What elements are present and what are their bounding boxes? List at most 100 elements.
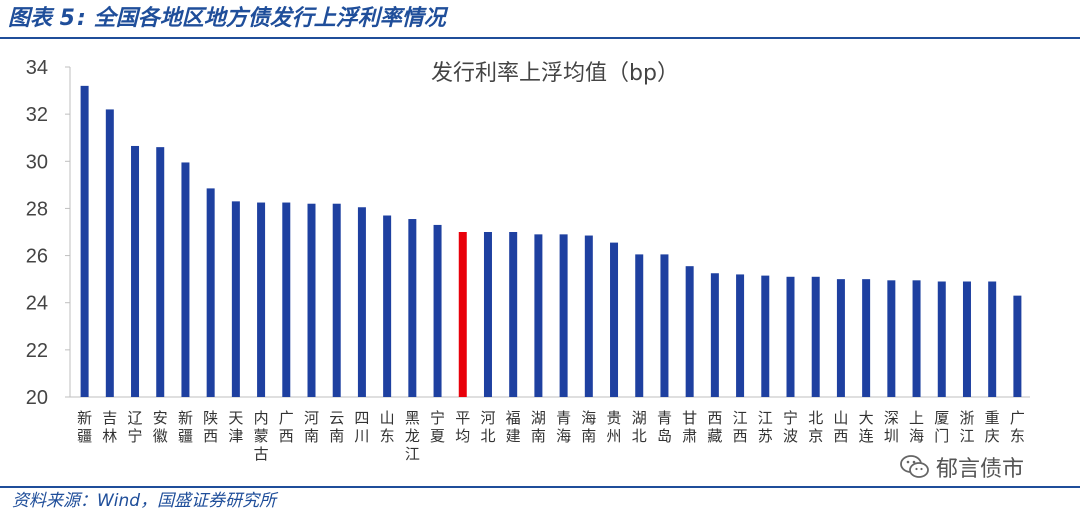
source-note: 资料来源：Wind，国盛证券研究所 [12,491,277,511]
x-tick-label: 建 [506,427,521,445]
x-tick-label: 南 [304,427,319,445]
y-tick-label: 30 [26,151,48,173]
x-tick-label: 西 [203,427,218,445]
x-tick-label: 岛 [657,427,672,445]
x-tick-label: 苏 [758,427,773,445]
x-tick-label: 徽 [153,427,168,445]
x-tick-label: 南 [581,427,596,445]
x-tick-label: 青 [657,409,672,427]
x-tick-label: 西 [733,427,748,445]
x-tick-label: 门 [934,427,949,445]
bar [1013,295,1022,397]
x-tick-label: 宁 [783,409,798,427]
bar [610,242,619,397]
bar [282,202,291,397]
bar [862,279,871,397]
x-tick-label: 南 [329,427,344,445]
x-tick-label: 厦 [934,409,949,427]
bar [660,254,669,397]
x-tick-label: 新 [178,409,193,427]
x-tick-label: 甘 [682,409,697,427]
y-tick-label: 26 [26,246,48,268]
x-tick-label: 海 [581,409,596,427]
wechat-icon [900,455,929,478]
x-tick-label: 北 [632,427,647,445]
x-tick-label: 深 [884,409,899,427]
bar [483,232,492,397]
x-tick-label: 州 [607,427,622,445]
bar [635,254,644,397]
figure-label-separator: : [76,6,86,31]
bar [811,276,820,397]
bar [937,281,946,397]
bar [383,215,392,397]
bar [836,279,845,397]
x-tick-label: 西 [279,427,294,445]
bar [710,273,719,397]
x-tick-label: 波 [783,427,798,445]
bar [962,281,971,397]
x-tick-label: 北 [480,427,495,445]
watermark-text: 郁言债市 [936,457,1025,482]
x-tick-label: 四 [354,409,369,427]
bar [357,207,366,397]
figure-title-text: 全国各地区地方债发行上浮利率情况 [93,6,446,31]
bar [534,234,543,397]
bar [584,235,593,397]
bar [736,274,745,397]
x-tick-label: 龙 [405,427,420,445]
x-tick-label: 广 [279,409,294,427]
x-tick-label: 东 [1010,427,1025,445]
bar [105,109,114,397]
x-tick-label: 湖 [531,409,546,427]
x-tick-label: 疆 [178,427,193,445]
x-tick-label: 云 [329,409,344,427]
x-tick-label: 宁 [128,427,143,445]
bar [80,85,89,397]
chart-title: 发行利率上浮均值（bp） [431,61,679,86]
x-tick-label: 林 [102,427,117,445]
x-tick-label: 浙 [959,409,974,427]
x-tick-label: 海 [556,427,571,445]
x-tick-label: 西 [707,409,722,427]
x-tick-label: 宁 [430,409,445,427]
x-tick-label: 山 [833,409,848,427]
x-tick-label: 平 [455,409,470,427]
bar [761,275,770,397]
x-tick-label: 均 [455,427,470,445]
bar [887,280,896,397]
x-tick-label: 河 [480,409,495,427]
y-tick-label: 34 [26,57,48,79]
x-tick-label: 东 [380,427,395,445]
x-tick-label: 蒙 [254,427,269,445]
x-tick-label: 辽 [128,409,143,427]
figure-label: 图表 5 [8,6,75,31]
x-tick-label: 江 [405,445,420,463]
x-tick-label: 广 [1010,409,1025,427]
y-tick-label: 32 [26,104,48,126]
x-tick-label: 陕 [203,409,218,427]
x-tick-label: 夏 [430,427,445,445]
bar [156,147,165,397]
x-tick-label: 古 [254,445,269,463]
y-tick-label: 28 [26,198,48,220]
x-tick-label: 肃 [682,427,697,445]
x-tick-label: 福 [506,409,521,427]
x-tick-label: 京 [808,427,823,445]
bar [988,281,997,397]
x-tick-label: 上 [909,409,924,427]
bar [332,203,341,397]
x-tick-label: 川 [354,427,369,445]
x-tick-label: 安 [153,409,168,427]
y-tick-label: 24 [26,293,48,315]
bar [433,224,442,397]
x-tick-label: 津 [228,427,243,445]
bar [912,280,921,397]
x-tick-label: 海 [909,427,924,445]
figure-title: 图表 5: 全国各地区地方债发行上浮利率情况 [8,2,446,36]
bar [458,232,467,397]
x-tick-label: 江 [959,427,974,445]
bar [131,145,140,397]
x-tick-label: 新 [77,409,92,427]
x-tick-label: 重 [985,409,1000,427]
